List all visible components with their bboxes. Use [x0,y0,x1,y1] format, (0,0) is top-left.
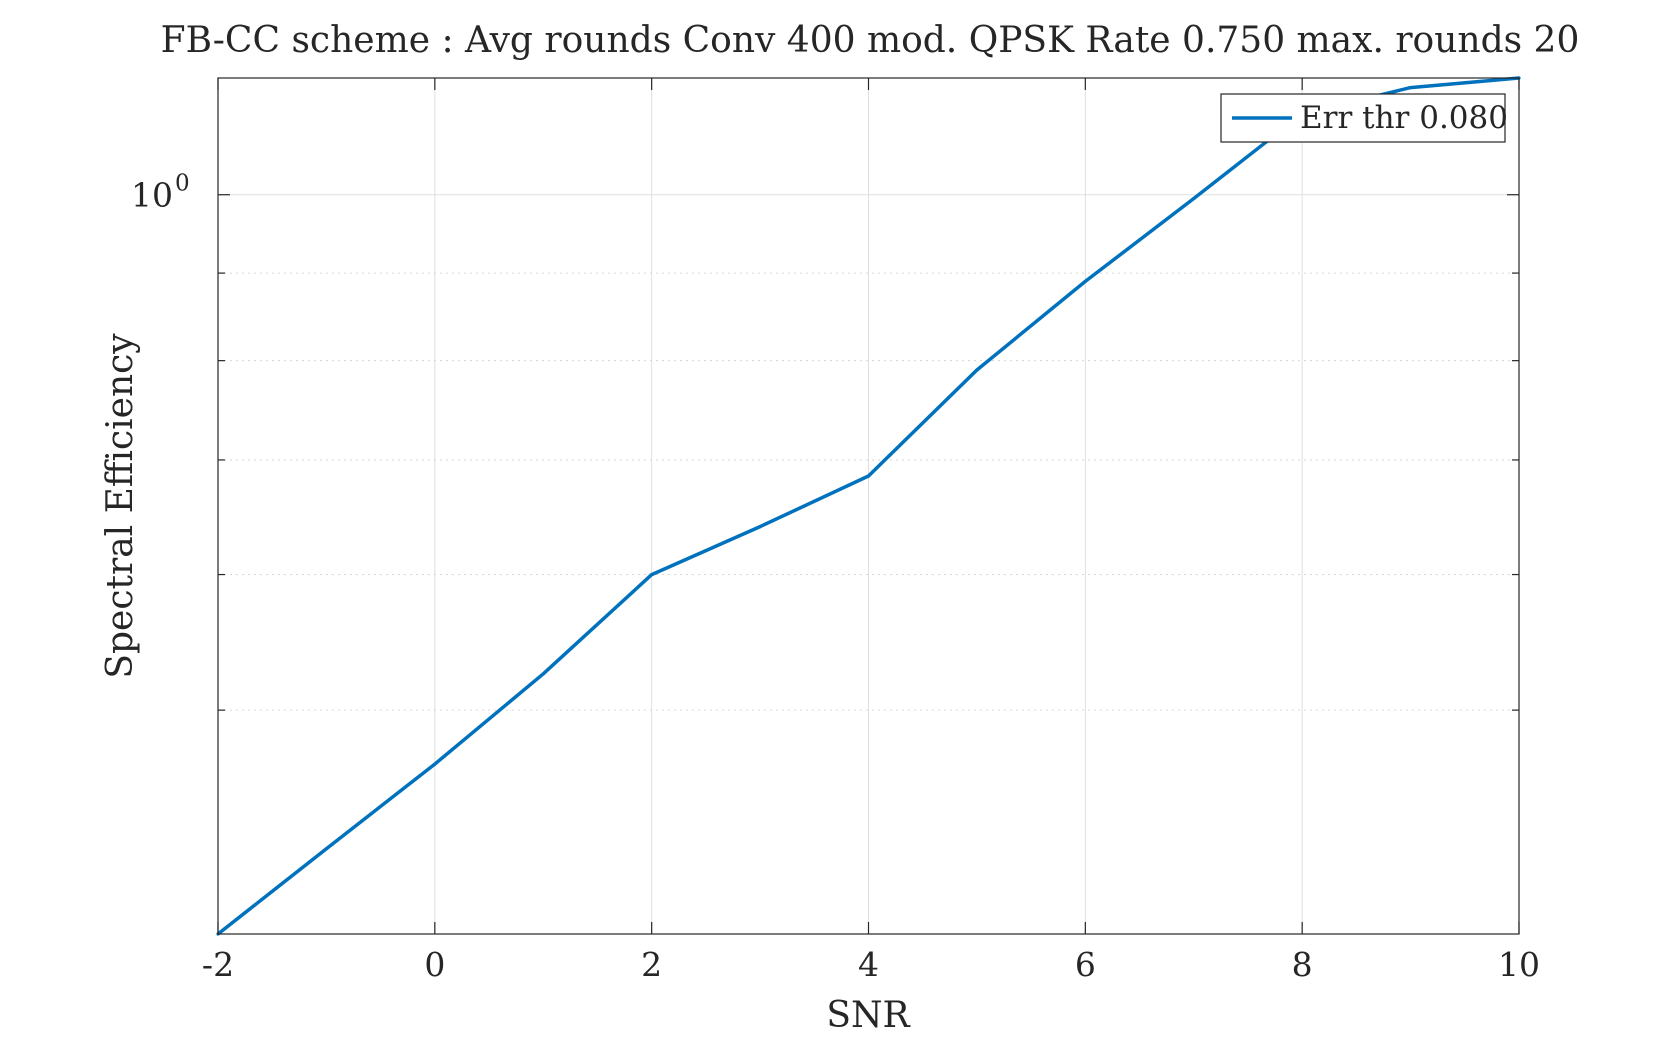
data-point [1408,85,1413,90]
y-tick-labels: 10 0 [131,171,190,215]
y-axis-label: Spectral Efficiency [100,333,141,679]
x-axis-label: SNR [826,995,910,1036]
x-tick-label: 2 [641,945,662,984]
data-point [866,474,871,478]
x-tick-label: 4 [858,945,879,984]
chart-title: FB-CC scheme : Avg rounds Conv 400 mod. … [161,20,1580,61]
data-point [1192,196,1196,201]
x-tick-label: -2 [202,945,234,984]
data-point [975,368,979,372]
legend: Err thr 0.080 [1220,93,1508,143]
x-tick-label: 0 [424,945,445,984]
data-point [324,847,329,851]
axis-ticks [217,78,1520,934]
x-tick-label: 10 [1498,945,1540,984]
data-point [758,524,762,529]
data-point [541,672,545,676]
data-point [1083,279,1087,283]
data-point [650,572,654,577]
y-tick-label-exponent: 0 [175,171,190,197]
y-tick-label: 10 [131,176,173,215]
x-tick-label: 6 [1075,945,1096,984]
data-point [433,762,437,766]
plot-area [216,76,1521,936]
legend-label: Err thr 0.080 [1300,100,1508,136]
x-tick-labels: -2 0 2 4 6 8 10 [202,945,1540,984]
x-tick-label: 8 [1292,945,1313,984]
